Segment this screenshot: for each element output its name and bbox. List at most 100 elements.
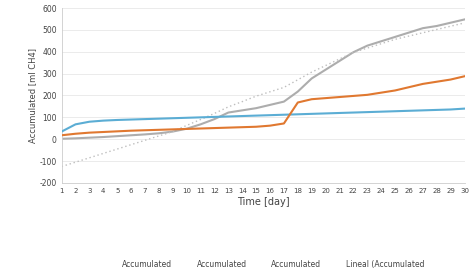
Lineal (Accumulated
EP2) <box>114 147 120 151</box>
Accumulated
EP2 <box>365 44 370 47</box>
Accumulated
EP2 <box>156 132 162 135</box>
Accumulated
3:1 <box>170 117 175 120</box>
Accumulated
3:1 <box>337 111 342 115</box>
Accumulated
3:1 <box>281 113 287 116</box>
Accumulated
3:1 <box>211 115 217 119</box>
Accumulated
3:1 <box>378 110 384 113</box>
Line: Accumulated
EP2: Accumulated EP2 <box>62 19 465 139</box>
Accumulated
EP2 <box>87 136 92 139</box>
Accumulated
EP2 <box>184 127 190 130</box>
Accumulated
5:1 <box>420 82 426 86</box>
Line: Lineal (Accumulated
EP2): Lineal (Accumulated EP2) <box>62 23 465 167</box>
Accumulated
EP2 <box>378 40 384 43</box>
Lineal (Accumulated
EP2) <box>73 161 78 164</box>
Accumulated
EP2 <box>128 134 134 137</box>
Accumulated
5:1 <box>323 97 328 100</box>
Lineal (Accumulated
EP2) <box>337 57 342 61</box>
Accumulated
3:1 <box>59 130 64 133</box>
Accumulated
5:1 <box>198 127 203 130</box>
Accumulated
5:1 <box>128 129 134 132</box>
Accumulated
EP2 <box>323 68 328 71</box>
Accumulated
EP2 <box>392 35 398 38</box>
Accumulated
EP2 <box>295 90 301 93</box>
Accumulated
5:1 <box>142 129 148 132</box>
Accumulated
EP2 <box>462 18 467 21</box>
Accumulated
EP2 <box>420 27 426 30</box>
Lineal (Accumulated
EP2) <box>448 24 454 28</box>
Lineal (Accumulated
EP2) <box>226 105 231 108</box>
Accumulated
EP2 <box>211 118 217 121</box>
Accumulated
5:1 <box>462 75 467 78</box>
Lineal (Accumulated
EP2) <box>309 70 315 74</box>
Accumulated
3:1 <box>114 118 120 122</box>
Lineal (Accumulated
EP2) <box>211 112 217 115</box>
Accumulated
EP2 <box>59 137 64 140</box>
Accumulated
5:1 <box>448 78 454 81</box>
Accumulated
EP2 <box>309 77 315 80</box>
Accumulated
5:1 <box>267 124 273 127</box>
Accumulated
3:1 <box>142 118 148 121</box>
Accumulated
5:1 <box>156 128 162 132</box>
Accumulated
5:1 <box>114 130 120 133</box>
Accumulated
5:1 <box>184 127 190 130</box>
Accumulated
EP2 <box>114 134 120 138</box>
Accumulated
EP2 <box>434 24 439 28</box>
Accumulated
EP2 <box>281 100 287 103</box>
Accumulated
3:1 <box>239 114 245 118</box>
Accumulated
EP2 <box>226 111 231 114</box>
Accumulated
5:1 <box>170 128 175 131</box>
Accumulated
3:1 <box>434 108 439 112</box>
Accumulated
3:1 <box>87 120 92 123</box>
Legend: Accumulated
3:1, Accumulated
5:1, Accumulated
EP2, Lineal (Accumulated
EP2): Accumulated 3:1, Accumulated 5:1, Accumu… <box>102 260 424 269</box>
Accumulated
3:1 <box>392 110 398 113</box>
Accumulated
3:1 <box>309 112 315 115</box>
Accumulated
3:1 <box>73 123 78 126</box>
Accumulated
5:1 <box>351 94 356 98</box>
Accumulated
5:1 <box>434 80 439 83</box>
Accumulated
5:1 <box>87 131 92 134</box>
Line: Accumulated
3:1: Accumulated 3:1 <box>62 109 465 132</box>
Lineal (Accumulated
EP2) <box>406 34 412 38</box>
Accumulated
5:1 <box>365 93 370 97</box>
Lineal (Accumulated
EP2) <box>156 134 162 137</box>
Accumulated
5:1 <box>295 101 301 104</box>
Lineal (Accumulated
EP2) <box>365 47 370 50</box>
Lineal (Accumulated
EP2) <box>100 152 106 155</box>
Lineal (Accumulated
EP2) <box>323 64 328 67</box>
Accumulated
3:1 <box>462 107 467 110</box>
Accumulated
5:1 <box>281 122 287 125</box>
Accumulated
5:1 <box>378 91 384 94</box>
Accumulated
3:1 <box>420 109 426 112</box>
Accumulated
3:1 <box>226 115 231 118</box>
Lineal (Accumulated
EP2) <box>87 156 92 160</box>
Accumulated
5:1 <box>59 134 64 137</box>
Accumulated
5:1 <box>211 126 217 130</box>
Lineal (Accumulated
EP2) <box>462 21 467 24</box>
Accumulated
EP2 <box>142 133 148 136</box>
Accumulated
EP2 <box>198 123 203 126</box>
Accumulated
5:1 <box>337 95 342 99</box>
Accumulated
5:1 <box>253 125 259 128</box>
Lineal (Accumulated
EP2) <box>434 28 439 31</box>
Accumulated
5:1 <box>239 126 245 129</box>
Lineal (Accumulated
EP2) <box>267 90 273 93</box>
Accumulated
EP2 <box>73 137 78 140</box>
Accumulated
3:1 <box>156 117 162 120</box>
Lineal (Accumulated
EP2) <box>253 94 259 98</box>
Lineal (Accumulated
EP2) <box>170 130 175 133</box>
Accumulated
EP2 <box>448 21 454 24</box>
Accumulated
5:1 <box>406 86 412 89</box>
Accumulated
3:1 <box>406 109 412 112</box>
Accumulated
5:1 <box>226 126 231 129</box>
Accumulated
5:1 <box>73 132 78 135</box>
Accumulated
EP2 <box>337 59 342 63</box>
Lineal (Accumulated
EP2) <box>392 38 398 41</box>
Accumulated
3:1 <box>100 119 106 122</box>
Accumulated
3:1 <box>253 114 259 117</box>
Accumulated
3:1 <box>198 116 203 119</box>
Accumulated
5:1 <box>392 89 398 92</box>
Lineal (Accumulated
EP2) <box>281 86 287 89</box>
Accumulated
EP2 <box>406 31 412 34</box>
Accumulated
EP2 <box>100 135 106 139</box>
Lineal (Accumulated
EP2) <box>420 31 426 34</box>
